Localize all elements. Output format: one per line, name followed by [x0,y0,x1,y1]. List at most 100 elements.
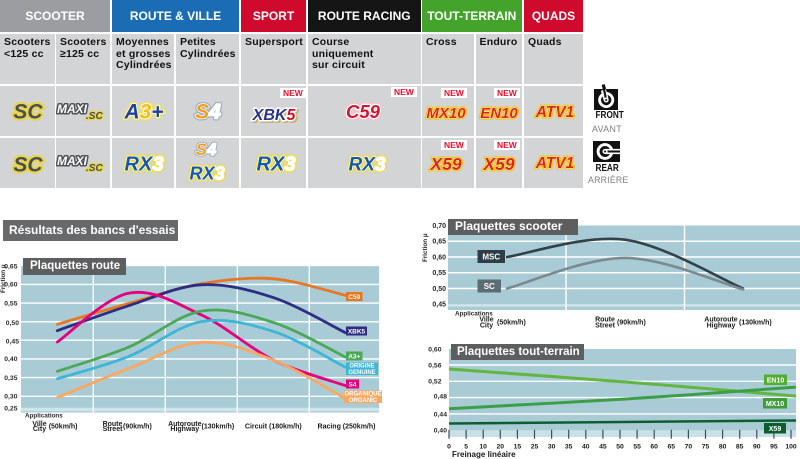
svg-text:X59: X59 [429,154,461,174]
svg-text:X59: X59 [429,154,461,174]
svg-text:ATV1: ATV1 [535,155,574,172]
svg-text:RX3: RX3 [125,154,164,176]
svg-text:C59: C59 [346,101,381,122]
svg-text:70: 70 [685,444,693,451]
svg-text:MX10: MX10 [426,105,466,122]
svg-text:MAXI: MAXI [57,154,88,168]
svg-text:65: 65 [668,444,676,451]
svg-text:Racing (250km/h): Racing (250km/h) [318,423,376,430]
svg-text:0,55: 0,55 [432,270,446,277]
svg-text:0,56: 0,56 [428,362,441,369]
svg-text:Highway: Highway [707,323,736,330]
svg-text:RX3: RX3 [125,154,164,176]
svg-text:SC: SC [13,101,43,124]
svg-text:60: 60 [650,444,658,451]
svg-text:S4: S4 [195,101,221,124]
svg-text:0,65: 0,65 [432,239,446,246]
svg-text:SC: SC [13,154,43,177]
svg-text:S4: S4 [349,381,357,388]
svg-text:ATV1: ATV1 [535,104,574,121]
svg-text:90: 90 [753,444,761,451]
svg-text:95: 95 [770,444,778,451]
svg-text:0,44: 0,44 [434,411,447,418]
svg-text:ORGANIQUE: ORGANIQUE [344,392,381,398]
svg-text:0,40: 0,40 [434,428,447,435]
svg-text:Friction µ: Friction µ [0,264,7,293]
svg-text:.SC: .SC [86,111,103,122]
svg-text:XBK5: XBK5 [348,328,366,335]
svg-text:S4: S4 [195,101,221,124]
svg-text:35: 35 [565,444,573,451]
svg-text:0,70: 0,70 [432,223,446,230]
svg-text:EN10: EN10 [767,377,785,384]
svg-text:Autoroute: Autoroute [704,317,738,324]
svg-text:30: 30 [548,444,556,451]
svg-text:SC: SC [13,101,43,124]
svg-text:XBK5: XBK5 [252,107,297,124]
svg-text:MX10: MX10 [426,105,466,122]
svg-text:Friction µ: Friction µ [422,233,429,262]
svg-text:(90km/h): (90km/h) [123,423,152,430]
svg-text:(130km/h): (130km/h) [202,423,235,430]
svg-text:RX3: RX3 [257,154,296,176]
svg-text:0,45: 0,45 [432,302,446,309]
svg-text:A3+: A3+ [123,101,163,124]
svg-text:0,52: 0,52 [428,379,441,386]
svg-text:0,60: 0,60 [432,254,446,261]
svg-text:C59: C59 [346,101,381,122]
svg-text:Applications: Applications [455,311,493,318]
svg-text:C59: C59 [348,294,360,301]
svg-text:0: 0 [447,444,451,451]
svg-text:Freinage linéaire: Freinage linéaire [452,450,516,459]
svg-text:0,65: 0,65 [4,263,17,270]
svg-text:X59: X59 [482,154,514,174]
svg-text:Route: Route [595,317,615,324]
svg-text:RX3: RX3 [257,154,296,176]
svg-text:Circuit (180km/h): Circuit (180km/h) [245,423,302,430]
svg-text:RX3: RX3 [349,154,386,175]
svg-text:15: 15 [514,444,522,451]
svg-text:SC: SC [13,154,43,177]
svg-text:RX3: RX3 [125,154,164,176]
svg-text:MAXI: MAXI [57,102,88,116]
svg-text:.SC: .SC [86,111,103,122]
svg-text:(90km/h): (90km/h) [617,320,646,327]
svg-text:RX3: RX3 [257,154,296,176]
svg-text:Route: Route [103,421,123,428]
svg-text:0,50: 0,50 [6,320,19,327]
svg-text:0,60: 0,60 [4,282,17,289]
svg-text:RX3: RX3 [189,164,224,184]
svg-text:XBK5: XBK5 [252,107,297,124]
svg-text:Applications: Applications [25,413,63,420]
svg-text:55: 55 [633,444,641,451]
svg-text:(130km/h): (130km/h) [739,320,772,327]
svg-text:RX3: RX3 [189,164,224,184]
svg-text:A3+: A3+ [123,101,163,124]
svg-text:City: City [480,323,493,330]
svg-text:MX10: MX10 [426,105,466,122]
svg-text:Street: Street [103,426,124,433]
svg-text:RX3: RX3 [349,154,386,175]
svg-text:0,60: 0,60 [428,346,441,353]
svg-text:Highway: Highway [170,426,199,433]
svg-text:RX3: RX3 [189,164,224,184]
svg-text:A3+: A3+ [348,353,360,360]
svg-text:0,35: 0,35 [4,375,17,382]
svg-text:X59: X59 [769,426,782,433]
svg-text:A3+: A3+ [123,101,163,124]
svg-text:(50km/h): (50km/h) [497,320,526,327]
svg-text:5: 5 [464,444,468,451]
svg-text:0,25: 0,25 [4,406,17,413]
svg-text:.SC: .SC [86,163,103,174]
svg-text:S4: S4 [196,140,217,159]
svg-text:Ville: Ville [32,421,46,428]
svg-text:ORIGINE: ORIGINE [349,364,374,370]
svg-text:MAXI: MAXI [57,154,88,168]
svg-text:20: 20 [497,444,505,451]
svg-text:25: 25 [531,444,539,451]
svg-text:S4: S4 [195,101,221,124]
svg-text:10: 10 [479,444,487,451]
svg-text:ATV1: ATV1 [535,104,574,121]
svg-text:0,45: 0,45 [6,339,19,346]
svg-text:X59: X59 [482,154,514,174]
